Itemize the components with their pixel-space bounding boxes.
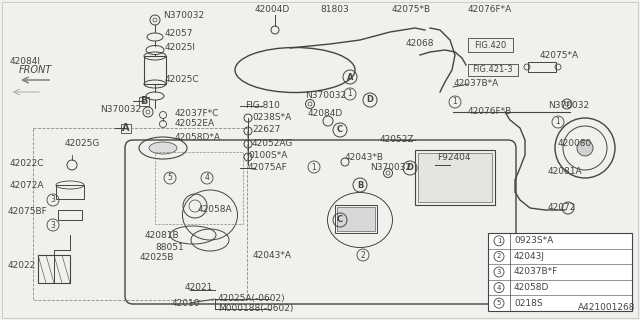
Text: 42025I: 42025I — [165, 43, 196, 52]
Text: 0238S*A: 0238S*A — [252, 113, 291, 122]
Text: 0100S*A: 0100S*A — [248, 151, 287, 161]
Text: 4: 4 — [205, 173, 209, 182]
Text: N370032: N370032 — [100, 105, 141, 114]
Text: 42068: 42068 — [406, 39, 435, 49]
Text: 0218S: 0218S — [514, 299, 543, 308]
Text: 42076F*B: 42076F*B — [468, 108, 512, 116]
Text: 42022: 42022 — [8, 260, 36, 269]
Text: 42037F*C: 42037F*C — [175, 108, 220, 117]
Text: 42052Z: 42052Z — [380, 135, 415, 145]
Text: 88051: 88051 — [155, 243, 184, 252]
Text: FIG.420: FIG.420 — [474, 41, 506, 50]
Text: 42037B*A: 42037B*A — [454, 79, 499, 89]
Text: 420080: 420080 — [558, 139, 592, 148]
Circle shape — [577, 140, 593, 156]
Text: 1: 1 — [497, 238, 501, 244]
Text: 42057: 42057 — [165, 29, 193, 38]
Bar — [468, 64, 518, 76]
Text: 1: 1 — [452, 98, 458, 107]
Text: 42025G: 42025G — [65, 140, 100, 148]
Text: 3: 3 — [51, 196, 56, 204]
Text: D: D — [406, 164, 413, 172]
Text: 42058A: 42058A — [198, 204, 232, 213]
Text: 42004D: 42004D — [255, 5, 291, 14]
Text: 42076F*A: 42076F*A — [468, 5, 512, 14]
Text: N370032: N370032 — [163, 12, 204, 20]
Text: 42081B: 42081B — [145, 231, 180, 241]
Text: 22627: 22627 — [252, 125, 280, 134]
Text: FRONT: FRONT — [19, 65, 52, 75]
Ellipse shape — [149, 142, 177, 154]
Text: B: B — [140, 96, 148, 106]
Text: 81803: 81803 — [320, 5, 349, 14]
Bar — [38, 255, 70, 283]
Text: 1: 1 — [556, 117, 561, 126]
Text: N370032: N370032 — [370, 164, 411, 172]
Text: 42043*A: 42043*A — [253, 251, 292, 260]
Text: 42043J: 42043J — [514, 252, 545, 261]
Text: 1: 1 — [312, 163, 316, 172]
Bar — [155, 152, 243, 224]
Text: 42075BF: 42075BF — [8, 207, 48, 217]
Text: FIG.810: FIG.810 — [245, 100, 280, 109]
Text: 1: 1 — [348, 90, 353, 99]
Text: 0923S*A: 0923S*A — [514, 236, 553, 245]
Bar — [528, 62, 556, 72]
Text: 42010: 42010 — [172, 300, 200, 308]
Text: C: C — [337, 215, 343, 225]
Text: D: D — [367, 95, 374, 105]
Text: 42052EA: 42052EA — [175, 119, 215, 129]
Text: 42025A(-0602): 42025A(-0602) — [218, 293, 285, 302]
Text: 42025B: 42025B — [140, 253, 175, 262]
Text: FIG.421-3: FIG.421-3 — [472, 66, 512, 75]
Bar — [56, 185, 84, 199]
Text: C: C — [337, 125, 343, 134]
Text: N370032: N370032 — [548, 101, 589, 110]
Text: 4: 4 — [497, 284, 501, 291]
Text: 3: 3 — [497, 269, 501, 275]
Text: 42043*B: 42043*B — [345, 153, 384, 162]
Bar — [337, 207, 375, 231]
Text: 5: 5 — [497, 300, 501, 306]
Text: A: A — [122, 123, 130, 133]
Text: A421001268: A421001268 — [577, 303, 635, 312]
Bar — [488, 233, 632, 311]
Text: 42025C: 42025C — [165, 76, 200, 84]
Text: 42084I: 42084I — [10, 58, 41, 67]
Bar — [139, 97, 149, 106]
Text: 42021: 42021 — [185, 284, 213, 292]
Bar — [144, 56, 166, 84]
Text: 42058D: 42058D — [514, 283, 549, 292]
Text: N370032: N370032 — [305, 92, 346, 100]
Text: M000188(-0602): M000188(-0602) — [218, 305, 293, 314]
Text: A: A — [347, 73, 353, 82]
Text: 42052AG: 42052AG — [252, 139, 293, 148]
Text: 42022C: 42022C — [10, 158, 45, 167]
Text: 42037B*F: 42037B*F — [514, 268, 558, 276]
Bar — [468, 38, 513, 52]
Text: 42081A: 42081A — [548, 167, 582, 177]
Text: 42075*B: 42075*B — [392, 5, 431, 14]
Text: 3: 3 — [51, 220, 56, 229]
Text: 42072: 42072 — [548, 203, 577, 212]
Text: 2: 2 — [497, 253, 501, 260]
Bar — [415, 150, 495, 205]
Bar — [58, 210, 82, 220]
Text: 2: 2 — [360, 251, 365, 260]
Bar — [335, 205, 377, 233]
Bar — [121, 124, 131, 133]
Text: 42075*A: 42075*A — [540, 51, 579, 60]
Text: 42075AF: 42075AF — [248, 164, 288, 172]
Text: 42084D: 42084D — [308, 108, 343, 117]
Text: 42072A: 42072A — [10, 180, 45, 189]
Text: B: B — [357, 180, 363, 189]
Text: 5: 5 — [168, 173, 172, 182]
Text: 42058D*A: 42058D*A — [175, 133, 221, 142]
Bar — [418, 153, 492, 202]
Text: F92404: F92404 — [437, 154, 470, 163]
